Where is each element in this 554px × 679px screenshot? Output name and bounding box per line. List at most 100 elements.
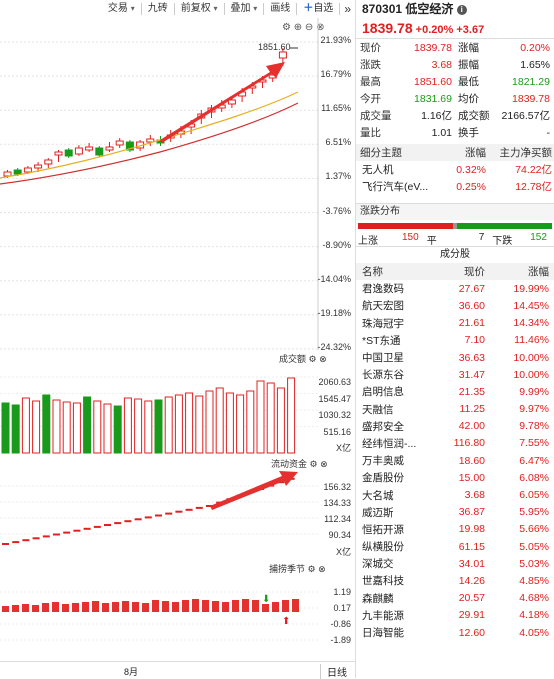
season-bar — [62, 604, 69, 612]
season-bar — [22, 604, 29, 612]
quote-panel: 870301 低空经济 i 1839.78 +0.20% +3.67 现价 183… — [356, 0, 554, 678]
season-bar — [132, 602, 139, 612]
month-label: 8月 — [124, 667, 139, 677]
constituent-row[interactable]: 恒拓开源 19.98 5.66% — [362, 523, 549, 536]
volume-bar — [93, 400, 102, 454]
flow-arrow — [210, 471, 298, 510]
nine-button[interactable]: 九砖 — [142, 3, 175, 15]
down-arrow-icon: ⬇ — [262, 594, 270, 605]
season-bar — [2, 606, 9, 612]
constituents-header: 名称 现价 涨幅 — [356, 263, 554, 281]
constituent-row[interactable]: 长源东谷 31.47 10.00% — [362, 368, 549, 382]
settings-icon[interactable]: ⚙ — [282, 22, 291, 33]
theme-row[interactable]: 飞行汽车(eV... 0.25% 12.78亿 — [362, 180, 552, 194]
constituent-row[interactable]: 珠海冠宇 21.61 14.34% — [362, 317, 549, 330]
season-bar — [212, 601, 219, 612]
season-bar — [242, 599, 249, 612]
candle-body — [13, 169, 22, 175]
trade-menu[interactable]: 交易 ▾ — [102, 3, 142, 15]
constituent-row[interactable]: 启明信息 21.35 9.99% — [362, 385, 549, 399]
quote-row: 量比 1.01 换手 - — [360, 126, 550, 140]
close-icon[interactable]: ⊗ — [316, 22, 325, 33]
constituent-row[interactable]: 航天宏图 36.60 14.45% — [362, 299, 549, 313]
axis-tick-label: -3.76% — [322, 205, 351, 216]
adjust-menu[interactable]: 前复权 ▾ — [175, 3, 225, 15]
flow-unit: X亿 — [335, 547, 351, 557]
price-line: 1839.78 +0.20% +3.67 — [356, 18, 554, 38]
overlay-menu[interactable]: 叠加 ▾ — [225, 3, 265, 15]
constituent-row[interactable]: 大名城 3.68 6.05% — [362, 489, 549, 502]
trend-arrow — [160, 62, 285, 143]
down-label: 下跌 — [492, 236, 513, 247]
axis-tick-label: -24.32% — [317, 341, 351, 352]
axis-tick-label: 21.93% — [320, 35, 351, 45]
axis-tick-label: -19.18% — [317, 307, 351, 318]
constituent-row[interactable]: 经纬恒润-... 116.80 7.55% — [362, 437, 549, 450]
zoom-in-icon[interactable]: ⊕ — [293, 22, 303, 33]
season-bar — [112, 602, 119, 612]
constituent-row[interactable]: 中国卫星 36.63 10.00% — [362, 351, 549, 365]
expand-panel-icon[interactable]: » — [344, 2, 351, 16]
theme-row[interactable]: 无人机 0.32% 74.22亿 — [362, 163, 552, 177]
season-bar — [272, 602, 279, 612]
candle-body — [278, 51, 287, 59]
volume-bar — [276, 387, 285, 454]
constituent-row[interactable]: 纵横股份 61.15 5.05% — [362, 540, 549, 554]
index-title: 870301 低空经济 i — [356, 0, 554, 18]
axis-tick-label: 6.51% — [325, 137, 351, 148]
constituent-row[interactable]: 金盾股份 15.00 6.08% — [362, 471, 549, 485]
down-count: 152 — [530, 232, 547, 243]
candlestick-chart[interactable]: 1851.60 — [0, 0, 320, 350]
constituent-row[interactable]: 威迈斯 36.87 5.95% — [362, 506, 549, 519]
constituent-row[interactable]: 君逸数码 27.67 19.99% — [362, 282, 549, 296]
period-button[interactable]: 日线 — [320, 664, 347, 679]
constituent-row[interactable]: 日海智能 12.60 4.05% — [362, 626, 549, 640]
season-bar — [82, 602, 89, 612]
theme-header: 细分主题 涨幅 主力净买额 — [356, 144, 554, 161]
season-bar — [192, 599, 199, 612]
season-chart[interactable]: ⬇⬆ — [0, 572, 318, 641]
volume-bar — [256, 380, 265, 454]
axis-tick-label: 11.65% — [321, 103, 351, 114]
up-count: 150 — [402, 232, 419, 243]
season-bar — [12, 605, 19, 612]
volume-bar — [225, 392, 234, 454]
chart-area[interactable]: 交易 ▾ 九砖 前复权 ▾ 叠加 ▾ 画线 ＋自选 » ⚙ ⊕ ⊖ ⊗ 1851… — [0, 0, 356, 679]
current-price: 1839.78 — [362, 20, 413, 36]
candle-body — [74, 147, 83, 155]
constituent-row[interactable]: 天融信 11.25 9.97% — [362, 403, 549, 416]
candle-body — [54, 151, 63, 156]
draw-line-button[interactable]: 画线 — [264, 3, 298, 15]
capital-flow-chart[interactable] — [0, 466, 318, 556]
axis-tick-label: 16.79% — [320, 69, 351, 80]
change-value: +3.67 — [456, 24, 485, 36]
constituent-row[interactable]: 盛邦安全 42.00 9.78% — [362, 420, 549, 433]
add-watchlist-button[interactable]: ＋自选 — [297, 3, 341, 15]
zoom-out-icon[interactable]: ⊖ — [304, 22, 314, 33]
constituent-row[interactable]: 世嘉科技 14.26 4.85% — [362, 574, 549, 588]
season-bar — [92, 601, 99, 612]
candle-body — [64, 149, 73, 157]
flat-label: 平 — [426, 236, 437, 247]
constituent-row[interactable]: 万丰奥威 18.60 6.47% — [362, 454, 549, 468]
constituent-row[interactable]: 九丰能源 29.91 4.18% — [362, 609, 549, 622]
volume-bar — [62, 401, 71, 454]
candle-body — [227, 99, 236, 105]
constituents-table: 君逸数码 27.67 19.99% 航天宏图 36.60 14.45% 珠海冠宇 21.61 1… — [356, 280, 554, 641]
season-bar — [282, 600, 289, 612]
axis-tick-label: -8.90% — [322, 239, 351, 250]
info-icon[interactable]: i — [456, 4, 467, 15]
ma-line — [0, 102, 299, 185]
volume-bar — [185, 392, 194, 454]
constituent-row[interactable]: 深城交 34.01 5.03% — [362, 557, 549, 571]
volume-bar — [11, 404, 20, 454]
season-bar — [202, 600, 209, 612]
constituent-row[interactable]: *ST东通 7.10 11.46% — [362, 334, 549, 347]
season-bar — [222, 602, 229, 612]
season-bar — [72, 603, 79, 612]
constituent-row[interactable]: 森麒麟 20.57 4.68% — [362, 592, 549, 605]
volume-chart[interactable] — [0, 363, 318, 454]
volume-bar — [72, 402, 81, 454]
volume-bar — [1, 402, 10, 454]
season-bar — [102, 603, 109, 612]
